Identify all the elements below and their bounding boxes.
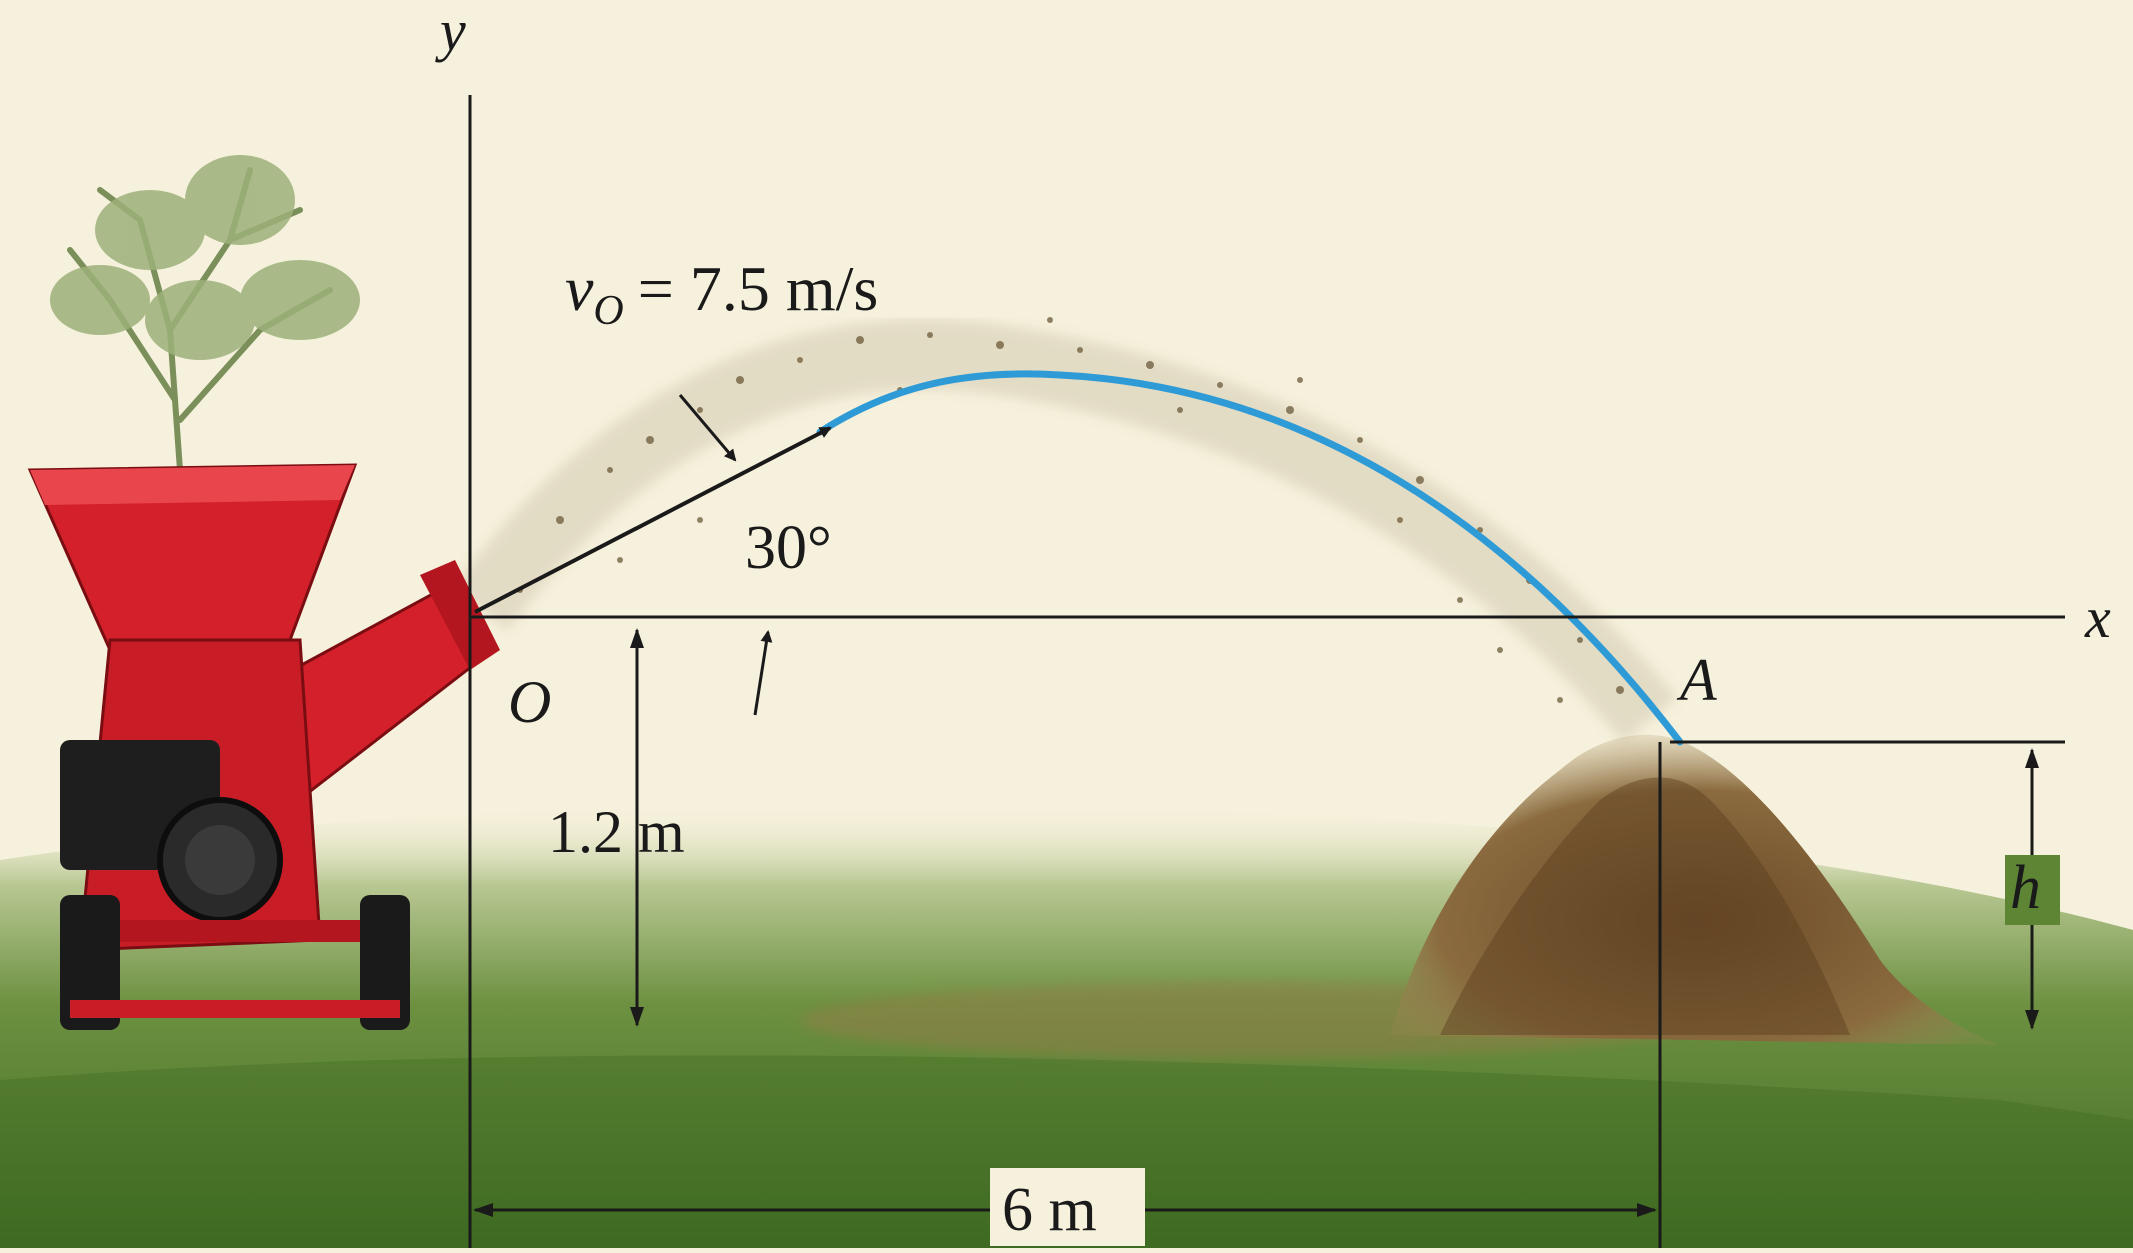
- angle-pointer: [753, 630, 773, 716]
- velocity-value: = 7.5 m/s: [638, 253, 879, 324]
- horizontal-distance-label: 6 m: [1002, 1176, 1097, 1244]
- velocity-label: vO = 7.5 m/s: [565, 253, 878, 334]
- grass-shade: [0, 1055, 2133, 1248]
- velocity-vector: [474, 426, 832, 614]
- velocity-subscript: O: [593, 288, 623, 334]
- debris-cloud: [451, 319, 1677, 743]
- landing-point-label: A: [1676, 647, 1717, 713]
- wood-chipper-icon: [27, 155, 500, 1030]
- mulch-pile-icon: [1390, 734, 2000, 1045]
- velocity-pointer: [678, 394, 737, 462]
- velocity-symbol: v: [565, 253, 594, 324]
- y-axis-label: y: [435, 0, 466, 63]
- x-axis-label: x: [2084, 585, 2111, 650]
- angle-label: 30°: [745, 514, 832, 582]
- pile-height-label: h: [2010, 854, 2041, 922]
- origin-label: O: [508, 669, 551, 735]
- launch-height-label: 1.2 m: [548, 799, 685, 865]
- trajectory-curve: [816, 370, 1684, 746]
